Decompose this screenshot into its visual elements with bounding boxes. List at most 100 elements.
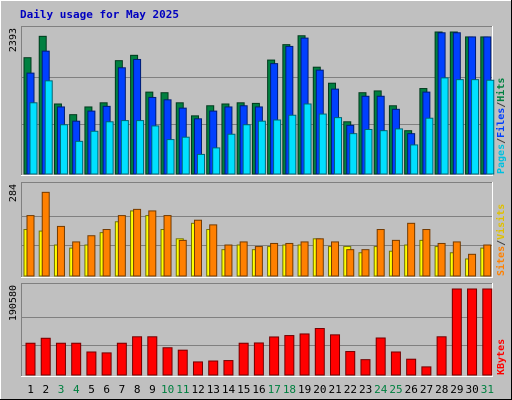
x-tick-label: 17 <box>268 383 281 396</box>
bar-pages <box>151 125 160 175</box>
x-tick-label: 5 <box>88 383 95 396</box>
x-tick-label: 25 <box>389 383 402 396</box>
side-label-part: / <box>496 240 507 246</box>
x-tick-label: 3 <box>58 383 65 396</box>
bar-pages <box>471 79 480 175</box>
x-tick-label: 21 <box>329 383 342 396</box>
bar-kbytes <box>208 360 219 376</box>
x-tick-label: 22 <box>344 383 357 396</box>
x-tick-label: 18 <box>283 383 296 396</box>
bar-sites <box>437 242 446 277</box>
bar-pages <box>440 77 449 175</box>
bar-pages <box>196 153 205 175</box>
side-label-part: / <box>496 102 507 108</box>
bar-pages <box>349 133 358 175</box>
bar-sites <box>41 191 50 277</box>
x-tick-label: 26 <box>405 383 418 396</box>
bar-sites <box>376 229 385 277</box>
bar-sites <box>133 208 142 277</box>
bar-pages <box>486 79 495 175</box>
x-tick-label: 6 <box>103 383 110 396</box>
bar-kbytes <box>177 349 188 376</box>
bar-sites <box>87 235 96 277</box>
bar-pages <box>44 80 53 175</box>
side-label-part: Pages <box>496 144 507 174</box>
bar-sites <box>209 224 218 277</box>
bar-sites <box>56 225 65 277</box>
bar-kbytes <box>238 342 249 376</box>
bar-sites <box>285 242 294 277</box>
bar-kbytes <box>451 288 462 376</box>
bar-pages <box>181 136 190 175</box>
bar-pages <box>318 113 327 175</box>
x-tick-label: 31 <box>481 383 494 396</box>
bar-pages <box>455 79 464 175</box>
x-tick-label: 4 <box>73 383 80 396</box>
bar-kbytes <box>40 337 51 376</box>
chart-panels: 2393 284 190580 <box>8 26 495 377</box>
bar-sites <box>254 246 263 277</box>
bar-pages <box>288 114 297 175</box>
panel-visits_sites: 284 <box>8 182 493 278</box>
bar-kbytes <box>284 335 295 376</box>
bar-sites <box>117 215 126 277</box>
series-pages <box>29 77 495 175</box>
x-tick-label: 19 <box>298 383 311 396</box>
bar-kbytes <box>467 288 478 376</box>
bar-sites <box>346 249 355 277</box>
x-tick-label: 14 <box>222 383 236 396</box>
bar-pages <box>379 130 388 175</box>
bar-kbytes <box>192 361 203 376</box>
side-label-part: / <box>496 138 507 144</box>
bar-pages <box>120 120 129 175</box>
bar-pages <box>394 128 403 175</box>
bar-sites <box>178 239 187 277</box>
side-label-top: Pages/Files/Hits <box>495 78 507 174</box>
x-tick-label: 7 <box>119 383 126 396</box>
bar-kbytes <box>436 336 447 376</box>
chart-title: Daily usage for May 2025 <box>20 8 179 21</box>
bar-sites <box>422 229 431 277</box>
bar-pages <box>105 121 114 175</box>
bar-sites <box>102 229 111 277</box>
bar-kbytes <box>390 351 401 376</box>
bar-kbytes <box>101 352 112 376</box>
bar-kbytes <box>86 351 97 376</box>
side-label-bottom: KBytes <box>496 339 507 375</box>
x-tick-label: 15 <box>237 383 250 396</box>
bar-kbytes <box>269 336 280 376</box>
bar-kbytes <box>71 342 82 376</box>
bar-kbytes <box>314 328 325 376</box>
bar-pages <box>303 103 312 175</box>
bar-sites <box>331 241 340 277</box>
x-tick-label: 10 <box>161 383 174 396</box>
x-tick-label: 11 <box>176 383 189 396</box>
bar-kbytes <box>162 347 173 376</box>
bar-sites <box>26 215 35 277</box>
y-max-label: 284 <box>8 184 19 202</box>
bar-pages <box>242 124 251 175</box>
bar-pages <box>212 147 221 175</box>
bar-kbytes <box>330 334 341 376</box>
y-max-label: 190580 <box>8 285 19 321</box>
panel-kbytes: 190580 <box>8 283 493 377</box>
side-label-part: Visits <box>495 204 507 240</box>
x-tick-label: 30 <box>466 383 479 396</box>
series-sites <box>26 191 492 277</box>
bar-kbytes <box>345 351 356 376</box>
bar-kbytes <box>421 366 432 376</box>
bar-kbytes <box>406 358 417 376</box>
x-tick-label: 23 <box>359 383 372 396</box>
x-tick-label: 2 <box>43 383 50 396</box>
side-label-part: Files <box>495 108 507 138</box>
bar-sites <box>407 222 416 277</box>
bar-sites <box>163 215 172 277</box>
bar-pages <box>273 119 282 175</box>
y-max-label: 2393 <box>8 28 19 52</box>
side-label-part: Hits <box>495 78 507 102</box>
bar-sites <box>224 244 233 277</box>
x-tick-label: 27 <box>420 383 433 396</box>
bar-pages <box>75 140 84 175</box>
bar-pages <box>166 139 175 175</box>
